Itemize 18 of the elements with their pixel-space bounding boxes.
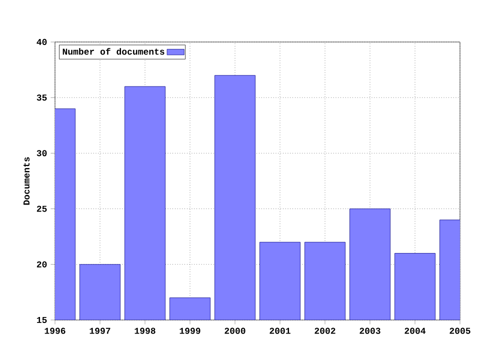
x-tick-label: 1998 [134,328,156,334]
x-tick-label: 2003 [360,328,380,334]
y-tick-label: 30 [36,150,47,156]
x-tick-label: 2002 [314,328,336,334]
x-tick-label: 2000 [224,328,246,334]
x-tick-label: 1999 [180,328,200,334]
x-tick-label: 1996 [44,328,66,334]
legend-label: Number of documents [62,48,164,55]
x-tick-label: 2004 [404,328,426,334]
y-tick-label: 35 [36,94,47,101]
x-tick-label: 1997 [90,328,110,334]
y-tick-label: 15 [37,316,47,323]
y-axis-title: Documents [23,157,30,205]
y-tick-label: 25 [36,206,47,212]
y-tick-label: 40 [36,38,47,46]
y-tick-label: 20 [36,261,47,268]
x-tick-label: 2005 [450,328,470,334]
x-tick-label: 2001 [270,328,290,334]
